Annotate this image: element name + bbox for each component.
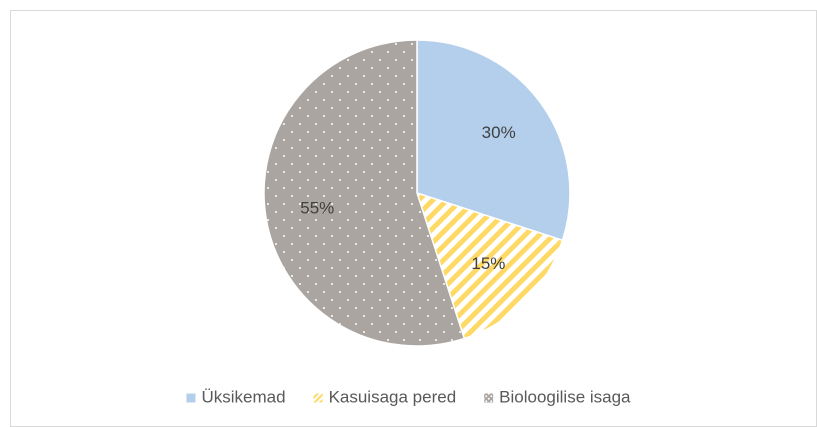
data-label: 55% [300,198,334,217]
pie-slice [263,39,466,347]
pie-slice [416,39,571,242]
legend-swatch [484,393,494,403]
data-label: 15% [471,254,505,273]
legend-label: Bioloogilise isaga [499,387,631,406]
pie-slice [415,191,564,340]
legend: Üksikemad Kasuisaga pered Bioloogilise isa… [186,387,631,406]
data-label: 30% [482,123,516,142]
legend-label: Üksikemad [201,387,285,406]
legend-swatch [186,393,196,403]
legend-swatch [313,393,323,403]
legend-label: Kasuisaga pered [329,387,457,406]
